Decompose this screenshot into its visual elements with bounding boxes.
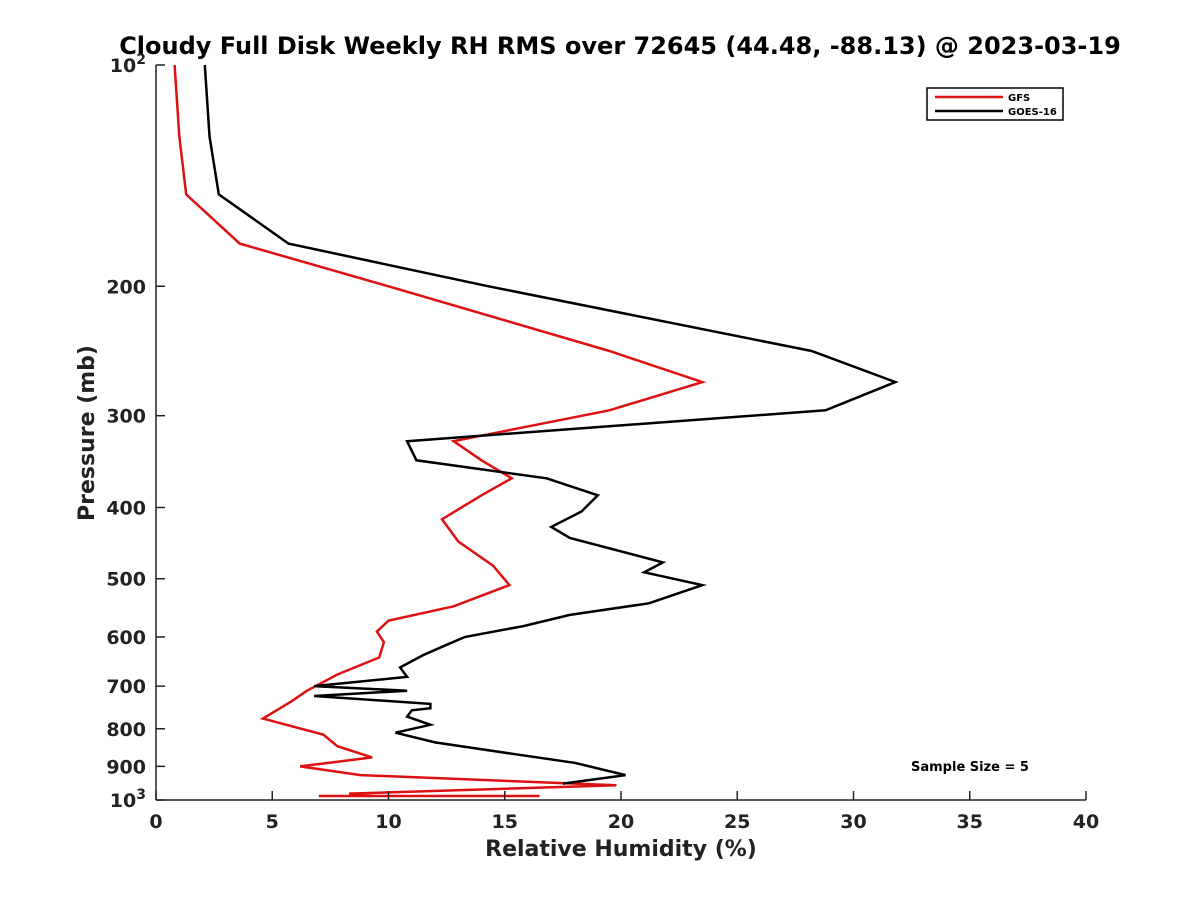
y-tick-label-1: 200 xyxy=(106,276,146,298)
y-tick-label-5: 600 xyxy=(106,627,146,649)
legend-label-goes16: GOES-16 xyxy=(1008,107,1057,118)
y-tick-label-6: 700 xyxy=(106,676,146,698)
y-tick-label-2: 300 xyxy=(106,406,146,428)
y-tick-label-3: 400 xyxy=(106,498,146,520)
series-layer xyxy=(173,64,899,798)
x-tick-label-0: 0 xyxy=(149,811,162,833)
legend-label-gfs: GFS xyxy=(1008,93,1030,104)
y-ticks: 102 200 300 400 500 600 700 800 900 103 xyxy=(106,52,165,812)
legend: GFS GOES-16 xyxy=(926,87,1064,121)
x-tick-label-7: 35 xyxy=(957,811,983,833)
x-ticks: 0 5 10 15 20 25 30 35 40 xyxy=(149,791,1099,833)
series-line-gfs xyxy=(173,64,707,798)
y-tick-label-4: 500 xyxy=(106,569,146,591)
x-tick-label-8: 40 xyxy=(1073,811,1099,833)
x-axis-label: Relative Humidity (%) xyxy=(485,837,757,862)
x-tick-label-3: 15 xyxy=(492,811,518,833)
y-tick-label-7: 800 xyxy=(106,719,146,741)
series-line-goes16 xyxy=(203,64,899,785)
legend-box xyxy=(926,87,1064,121)
chart-title: Cloudy Full Disk Weekly RH RMS over 7264… xyxy=(119,32,1121,60)
x-tick-label-4: 20 xyxy=(608,811,634,833)
sample-size-annotation: Sample Size = 5 xyxy=(911,760,1029,775)
x-tick-label-2: 10 xyxy=(375,811,401,833)
x-tick-label-1: 5 xyxy=(266,811,279,833)
plot-area xyxy=(156,65,1086,800)
y-axis-label: Pressure (mb) xyxy=(75,345,100,521)
y-tick-label-9: 103 xyxy=(110,787,146,812)
y-tick-label-8: 900 xyxy=(106,756,146,778)
y-tick-label-0: 102 xyxy=(110,52,146,77)
x-tick-label-5: 25 xyxy=(724,811,750,833)
x-tick-label-6: 30 xyxy=(840,811,866,833)
